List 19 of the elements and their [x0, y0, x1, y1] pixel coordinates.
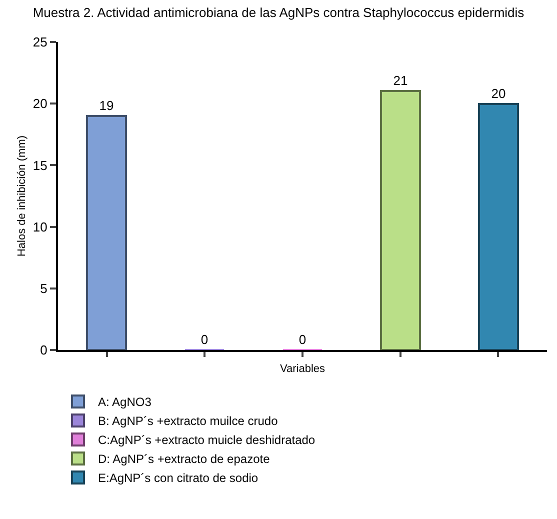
y-tick-label: 5 — [40, 280, 48, 296]
data-label: 21 — [393, 73, 408, 88]
data-label: 0 — [298, 332, 306, 347]
legend-label: E:AgNP´s con citrato de sodio — [98, 471, 258, 486]
y-tick-label: 20 — [32, 96, 48, 112]
y-tick-label: 0 — [40, 342, 48, 358]
chart-title: Muestra 2. Actividad antimicrobiana de las AgNPs contra Staphylococcus epidermidis — [32, 4, 525, 20]
y-axis-title: Halos de inhibición (mm) — [16, 135, 28, 257]
legend-label: A: AgNO3 — [98, 395, 152, 410]
y-tick-label: 25 — [32, 34, 48, 50]
y-tick-label: 15 — [32, 158, 48, 173]
y-tick-label: 10 — [32, 219, 48, 234]
data-label: 0 — [200, 332, 208, 347]
legend-label: C:AgNP´s +extracto muicle deshidratado — [98, 433, 316, 448]
data-label: 19 — [99, 98, 114, 113]
legend-label: B: AgNP´s +extracto muilce crudo — [98, 414, 278, 428]
data-label: 20 — [491, 86, 506, 101]
x-axis-title: Variables — [280, 362, 326, 375]
legend-label: D: AgNP´s +extracto de epazote — [98, 452, 270, 466]
